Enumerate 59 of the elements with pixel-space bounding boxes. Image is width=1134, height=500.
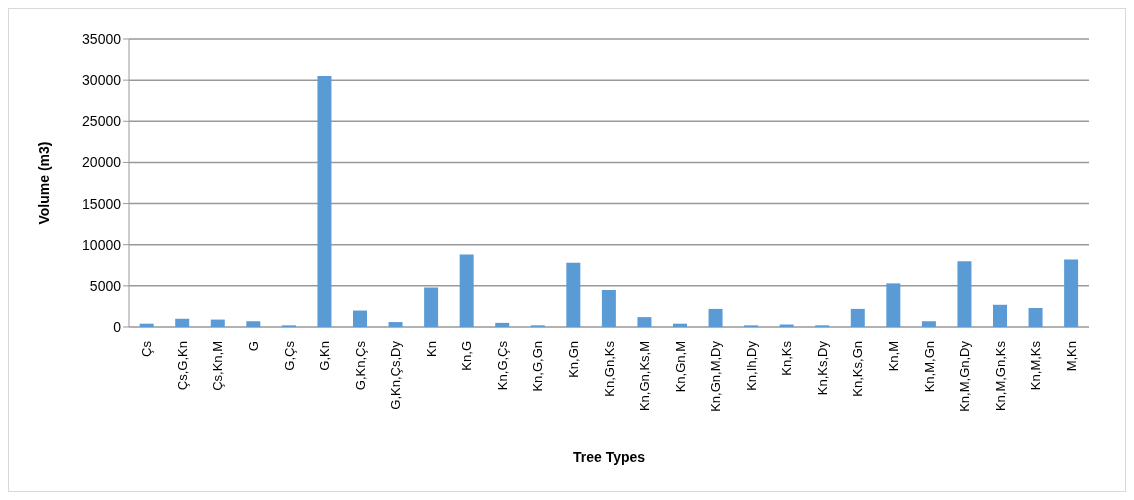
- bar: [139, 323, 154, 327]
- bar: [886, 283, 901, 327]
- bar: [246, 321, 261, 327]
- bar: [424, 287, 439, 327]
- bar: [353, 310, 367, 327]
- bar: [459, 254, 474, 327]
- x-tick-label: Kn,Ks,Dy: [814, 340, 830, 396]
- x-tick-label: Kn,G,Çs: [494, 340, 510, 391]
- x-tick-label: Kn,M,Gn: [921, 341, 937, 393]
- bar: [601, 289, 616, 327]
- x-tick-label: Çs: [139, 340, 155, 357]
- bar: [708, 308, 723, 327]
- x-tick-label: Kn,Gn,M: [672, 341, 688, 393]
- x-tick-label: Kn,Gn,Ks: [601, 340, 617, 397]
- bar: [993, 304, 1007, 327]
- y-tick-label: 10000: [82, 236, 122, 253]
- bar: [1064, 259, 1079, 327]
- y-axis-title: Volume (m3): [35, 141, 52, 225]
- bar: [957, 261, 972, 327]
- x-tick-label: Kn,G: [459, 341, 475, 371]
- x-tick-label: M,Kn: [1063, 341, 1079, 372]
- y-tick-label: 30000: [82, 72, 122, 89]
- x-tick-label: Kn,Ks,Gn: [850, 341, 866, 397]
- bar: [388, 322, 403, 327]
- y-tick-label: 25000: [82, 113, 122, 130]
- bar: [1028, 308, 1043, 327]
- x-tick-label: G,Kn,Çs: [352, 340, 368, 391]
- y-tick-label: 15000: [82, 195, 122, 212]
- x-axis-title: Tree Types: [572, 449, 646, 465]
- x-tick-label: Kn,M,Ks: [1028, 340, 1044, 391]
- x-tick-label: Kn,M,Gn,Dy: [957, 340, 973, 412]
- x-tick-label: Kn,Gn: [565, 341, 581, 378]
- bar: [566, 262, 581, 327]
- x-tick-label: Çs,G,Kn: [174, 341, 190, 391]
- x-tick-label: Kn,Ih,Dy: [743, 340, 759, 391]
- bar: [495, 322, 510, 327]
- y-tick-label: 5000: [89, 277, 122, 294]
- bar: [317, 76, 332, 327]
- bar: [921, 321, 936, 327]
- bar: [850, 308, 865, 327]
- x-tick-label: Kn,Ks: [779, 340, 795, 376]
- x-tick-label: Kn: [423, 341, 439, 357]
- x-tick-label: Kn,Gn,M,Dy: [708, 340, 724, 412]
- x-tick-label: Kn,M: [885, 341, 901, 372]
- x-tick-label: G,Kn: [317, 341, 333, 371]
- bar: [673, 323, 687, 327]
- x-tick-label: G,Kn,Çs,Dy: [388, 340, 404, 410]
- y-tick-label: 0: [113, 318, 122, 335]
- y-tick-label: 20000: [82, 154, 122, 171]
- x-tick-label: Kn,G,Gn: [530, 341, 546, 392]
- bar: [210, 319, 225, 327]
- bar: [637, 317, 652, 327]
- x-tick-label: G: [245, 341, 261, 352]
- x-tick-label: Çs,Kn,M: [210, 341, 226, 391]
- y-tick-label: 35000: [82, 30, 122, 47]
- x-tick-label: G,Çs: [281, 340, 297, 371]
- bar: [175, 318, 190, 327]
- x-tick-label: Kn,Gn,Ks,M: [637, 341, 653, 412]
- x-tick-label: Kn,M,Gn,Ks: [992, 340, 1008, 412]
